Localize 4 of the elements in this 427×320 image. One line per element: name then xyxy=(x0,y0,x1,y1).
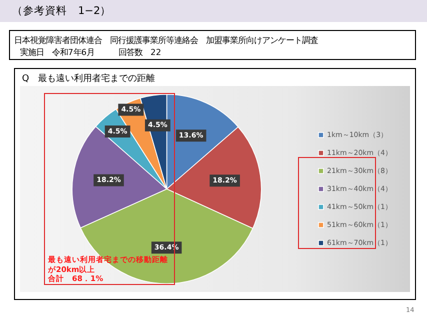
text: （参考資料 1−2） xyxy=(12,4,112,18)
text: 日本視覚障害者団体連合 同行援護事業所等連絡会 加盟事業所向けアンケート調査 xyxy=(14,35,318,46)
chart-title: Q 最も遠い利用者宅までの距離 xyxy=(22,72,156,85)
text: 実施日 令和7年6月 回答数 22 xyxy=(20,47,162,58)
